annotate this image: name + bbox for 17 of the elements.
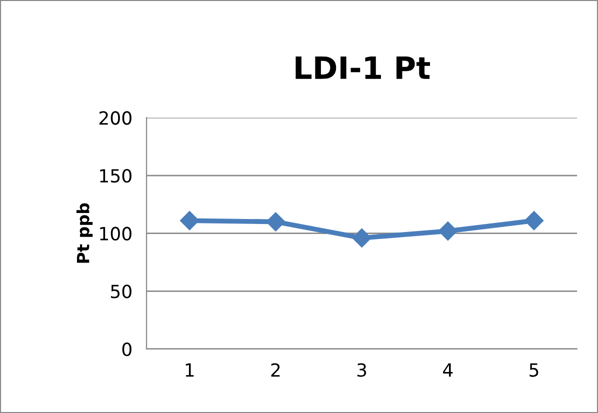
chart-title: LDI-1 Pt — [296, 56, 430, 79]
y-axis-title: Pt ppb — [76, 203, 93, 263]
y-tick-label: 50 — [111, 284, 132, 298]
y-tick-label: 200 — [99, 111, 132, 125]
point — [352, 228, 372, 248]
point — [266, 212, 286, 232]
point — [180, 211, 200, 230]
x-tick-label: 1 — [186, 363, 194, 377]
x-tick-label: 5 — [530, 363, 538, 377]
y-tick-label: 150 — [100, 168, 132, 183]
x-tick-label: 4 — [443, 363, 453, 377]
x-tick-label: 3 — [357, 363, 366, 377]
x-tick-label: 2 — [271, 363, 280, 377]
y-tick-label: 100 — [100, 226, 132, 240]
point — [524, 211, 544, 230]
y-tick-label: 0 — [122, 342, 132, 356]
point — [438, 222, 458, 241]
